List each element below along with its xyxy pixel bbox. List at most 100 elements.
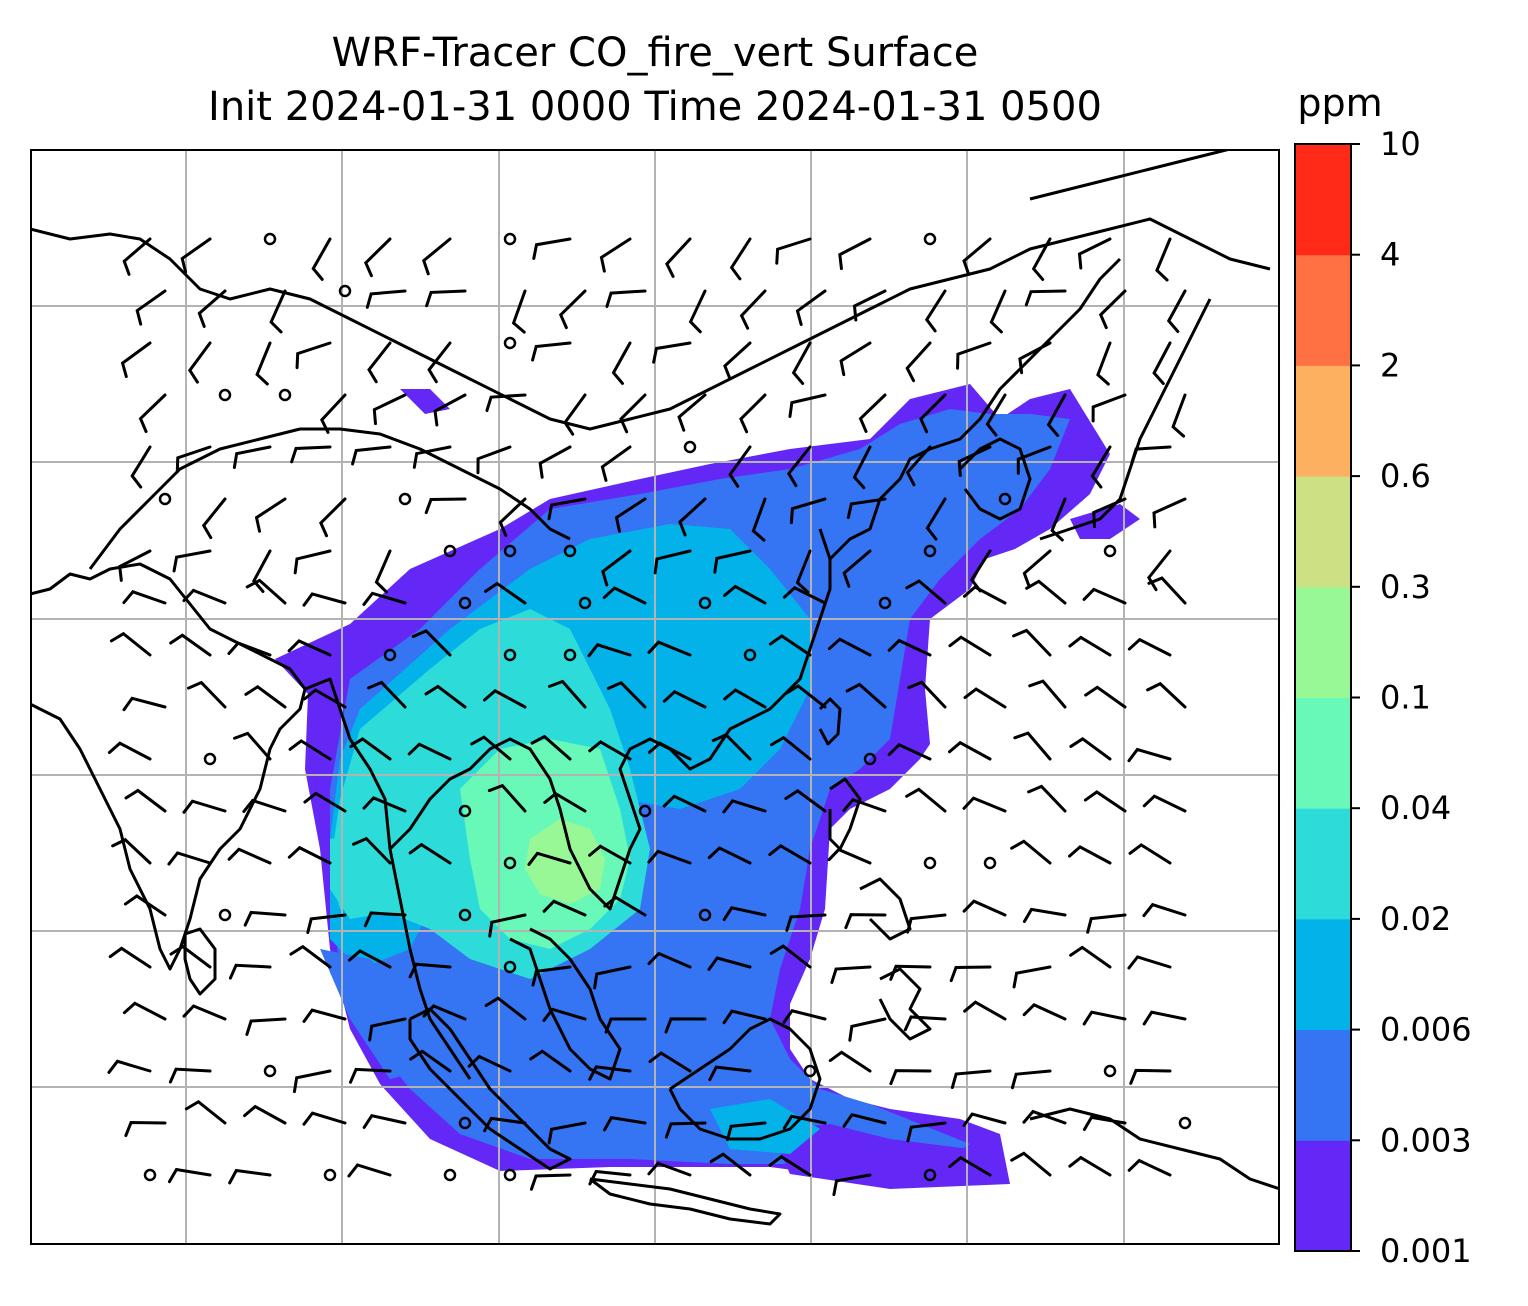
coastline-indochina — [388, 528, 832, 911]
wind-barb — [201, 497, 227, 540]
colorbar-tick-label: 10 — [1380, 125, 1421, 163]
wind-barb — [906, 1121, 947, 1143]
coastline-philippines-south — [859, 877, 912, 941]
wind-barb — [647, 741, 692, 761]
wind-barb — [422, 1004, 467, 1021]
wind-barb — [306, 913, 347, 934]
colorbar-bin — [1295, 808, 1351, 920]
wind-barb-calm — [1103, 1064, 1117, 1078]
wind-barb — [482, 689, 527, 709]
wind-barb — [588, 740, 632, 761]
wind-barb — [839, 341, 872, 377]
wind-barb — [906, 913, 947, 934]
wind-barb — [292, 1069, 332, 1094]
wind-barb — [1142, 794, 1187, 813]
wind-barb — [245, 1017, 287, 1036]
wind-barb-calm — [698, 596, 712, 610]
wind-barb — [665, 237, 692, 278]
wind-barb — [303, 688, 347, 709]
wind-barb — [532, 237, 572, 260]
wind-barb — [295, 341, 332, 370]
wind-barb — [1027, 784, 1067, 813]
wind-barbs — [107, 232, 1192, 1197]
wind-barb — [905, 341, 932, 383]
wind-barb — [739, 289, 767, 330]
wind-barb — [1171, 393, 1187, 438]
wind-barb-calm — [398, 492, 412, 506]
wind-barb-calm — [698, 908, 712, 922]
wind-barb-calm — [203, 752, 217, 766]
colorbar-tick-label: 0.006 — [1380, 1011, 1472, 1049]
wind-barb — [1130, 445, 1172, 464]
wind-barb-calm — [503, 232, 517, 246]
wind-barb-calm — [143, 1168, 157, 1182]
wind-barb — [1067, 845, 1112, 865]
wind-barb — [108, 946, 152, 969]
wind-barb — [111, 837, 152, 865]
wind-barb — [351, 836, 392, 865]
wind-barb — [122, 237, 152, 276]
wind-barb — [722, 799, 767, 814]
wind-barb — [363, 911, 407, 928]
wind-barb — [529, 1173, 572, 1191]
wind-barb — [197, 289, 227, 328]
wind-barb — [1022, 1003, 1067, 1021]
wind-barb — [795, 549, 812, 594]
wind-barb — [167, 851, 212, 866]
wind-barb — [187, 680, 227, 709]
wind-barb — [838, 237, 872, 271]
wind-barb — [924, 289, 947, 333]
wind-barb — [1010, 839, 1052, 865]
wind-barb — [252, 549, 272, 594]
wind-barb — [1016, 445, 1052, 475]
wind-barb — [588, 1169, 632, 1186]
wind-barb — [604, 1017, 647, 1034]
wind-barb — [1142, 1010, 1187, 1026]
wind-barb — [664, 1121, 707, 1139]
wind-barb — [707, 846, 752, 865]
wind-barb-calm — [983, 856, 997, 870]
wind-barb-calm — [878, 596, 892, 610]
wind-barb — [408, 842, 452, 865]
wind-barb — [1147, 549, 1172, 592]
colorbar-tick-label: 2 — [1380, 346, 1400, 384]
wind-barb — [530, 734, 572, 761]
wind-barb — [138, 393, 167, 433]
wind-barb — [588, 844, 632, 865]
colorbar-tick-label: 0.04 — [1380, 789, 1451, 827]
wind-barb — [1142, 902, 1187, 918]
wind-barb — [1012, 965, 1052, 989]
wind-barb-calm — [383, 648, 397, 662]
wind-barb-calm — [458, 804, 472, 818]
colorbar-bin — [1295, 365, 1351, 477]
wind-barb — [845, 682, 887, 709]
wind-barb — [707, 956, 752, 971]
wind-barb — [789, 497, 827, 525]
map-title-line1: WRF-Tracer CO_fire_vert Surface — [331, 30, 979, 76]
wind-barb — [593, 965, 632, 990]
wind-barb — [775, 237, 812, 265]
coastline-java — [589, 1177, 782, 1226]
wind-barb — [467, 1054, 512, 1073]
wind-barb — [846, 497, 887, 520]
wind-barb — [367, 341, 392, 384]
wind-barb — [484, 581, 527, 605]
wind-barb — [487, 783, 527, 813]
wind-barb — [619, 393, 647, 434]
wind-barb — [842, 1112, 887, 1128]
co-patch — [770, 1124, 1010, 1189]
wind-barb — [175, 445, 212, 474]
wind-barb — [1166, 289, 1187, 333]
wind-barb — [950, 1069, 992, 1090]
wind-barb-calm — [263, 1064, 277, 1078]
wind-barb — [830, 965, 872, 984]
wind-barb — [852, 445, 872, 490]
wind-barb — [709, 1152, 752, 1177]
wind-barb — [588, 1065, 632, 1081]
wind-barb-calm — [503, 648, 517, 662]
wind-barb — [739, 393, 767, 434]
coastline-sri-lanka — [183, 927, 217, 996]
wind-barb-calm — [503, 1168, 517, 1182]
wind-barb-calm — [503, 960, 517, 974]
wind-barb — [374, 549, 392, 594]
